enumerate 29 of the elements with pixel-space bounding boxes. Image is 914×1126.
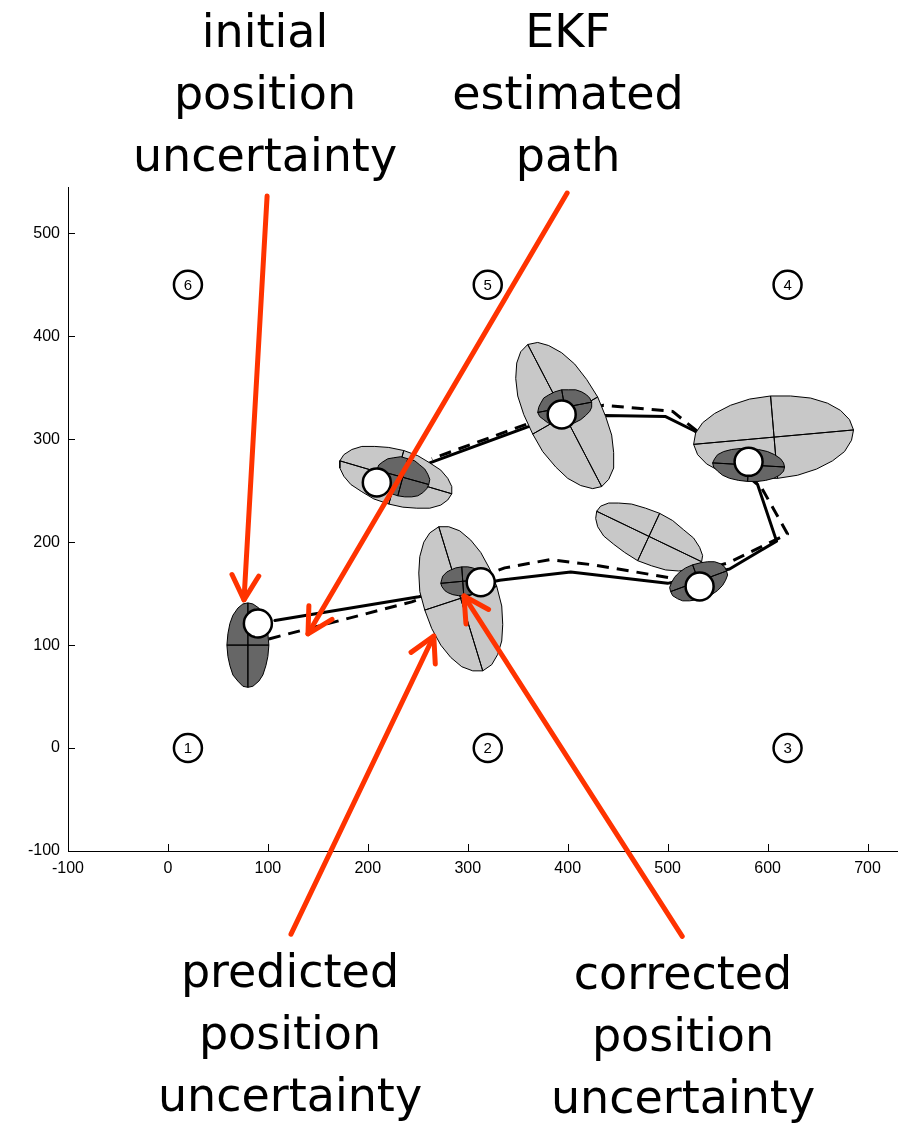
y-tick-label: 0: [51, 738, 61, 756]
y-tick-label: 500: [33, 223, 61, 241]
x-tick-label: 0: [163, 859, 173, 877]
y-tick-label: 200: [33, 532, 61, 550]
point: [465, 567, 496, 598]
y-tick-label: 100: [33, 635, 61, 653]
annotation: 5: [483, 275, 492, 293]
annotation: 4: [783, 275, 792, 293]
x-tick-label: 700: [854, 859, 881, 877]
x-tick-label: 600: [754, 859, 782, 877]
x-tick-label: 300: [454, 859, 482, 877]
annotation: 1: [183, 739, 193, 757]
x-tick-label: 500: [654, 859, 682, 877]
annotation: predicted position uncertainty: [157, 943, 423, 1124]
x-tick-label: 200: [354, 859, 382, 877]
y-tick-label: 300: [33, 429, 61, 447]
annotation: 2: [483, 739, 492, 757]
annotation: EKF estimated path: [452, 3, 684, 184]
annotation: initial position uncertainty: [132, 3, 398, 184]
x-tick-label: 400: [554, 859, 582, 877]
x-tick-label: 100: [254, 859, 282, 877]
annotation: 3: [783, 739, 792, 757]
y-tick-label: -100: [27, 841, 61, 859]
x-tick-label: -100: [51, 859, 85, 877]
point: [361, 467, 393, 498]
point: [242, 608, 274, 639]
annotation: corrected position uncertainty: [550, 945, 816, 1126]
y-tick-label: 400: [33, 326, 61, 344]
annotation: 6: [183, 275, 193, 293]
